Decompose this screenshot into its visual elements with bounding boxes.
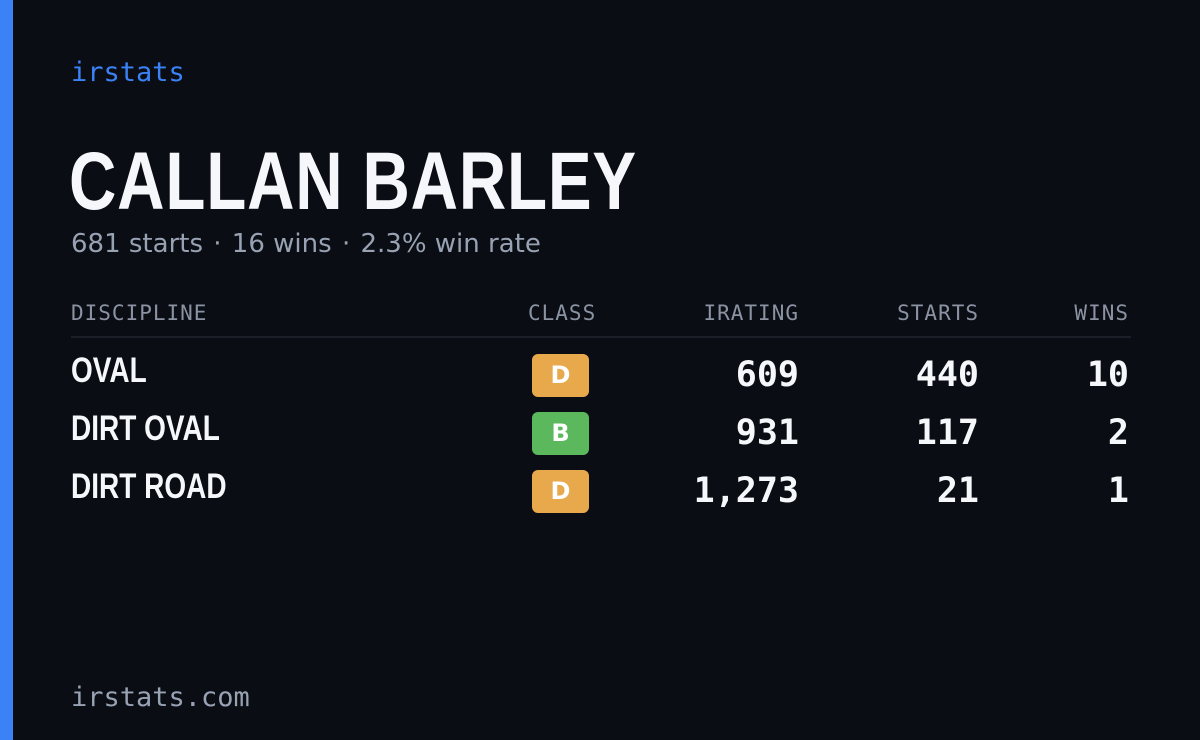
wins-count: 16 wins [231, 229, 332, 259]
discipline-name: DIRT ROAD [71, 467, 227, 506]
win-rate: 2.3% win rate [360, 229, 541, 259]
starts-value: 21 [936, 471, 979, 511]
wins-value: 10 [1086, 355, 1129, 395]
driver-name: CALLAN BARLEY [69, 136, 637, 227]
table-row: DIRT ROAD D 1,273 21 1 [71, 454, 1131, 513]
irating-value: 609 [735, 355, 799, 395]
starts-value: 117 [915, 413, 979, 453]
starts-value: 440 [915, 355, 979, 395]
wins-value: 2 [1107, 413, 1129, 453]
header-starts: STARTS [897, 301, 979, 325]
irating-value: 931 [735, 413, 799, 453]
separator: · [213, 229, 222, 259]
stats-table: DISCIPLINE CLASS IRATING STARTS WINS OVA… [71, 298, 1131, 513]
footer-url[interactable]: irstats.com [71, 682, 250, 713]
starts-count: 681 starts [71, 229, 203, 259]
table-header: DISCIPLINE CLASS IRATING STARTS WINS [71, 298, 1131, 338]
irating-value: 1,273 [693, 471, 799, 511]
license-class-badge: D [532, 354, 589, 397]
header-class: CLASS [528, 301, 597, 325]
header-irating: IRATING [703, 301, 799, 325]
accent-bar [0, 0, 13, 740]
discipline-name: DIRT OVAL [71, 409, 220, 448]
header-wins: WINS [1074, 301, 1129, 325]
table-row: OVAL D 609 440 10 [71, 338, 1131, 397]
wins-value: 1 [1107, 471, 1129, 511]
table-row: DIRT OVAL B 931 117 2 [71, 396, 1131, 455]
discipline-name: OVAL [71, 351, 147, 390]
driver-summary: 681 starts · 16 wins · 2.3% win rate [71, 228, 541, 260]
separator: · [341, 229, 351, 259]
license-class-badge: D [532, 470, 589, 513]
license-class-badge: B [532, 412, 589, 455]
brand-logo[interactable]: irstats [71, 57, 185, 88]
header-discipline: DISCIPLINE [71, 301, 208, 325]
